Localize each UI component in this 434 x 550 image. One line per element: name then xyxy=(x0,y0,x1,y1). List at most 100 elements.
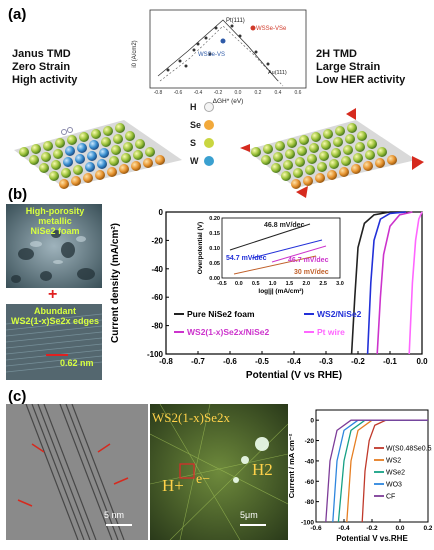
svg-text:-0.4: -0.4 xyxy=(194,90,203,96)
y-tick-label: 0 xyxy=(310,418,314,425)
tem-scale-label: 5 nm xyxy=(104,510,125,520)
tafel-y-label: Overpotential (V) xyxy=(197,222,204,274)
y-tick-label: 0 xyxy=(159,208,164,217)
volcano-ylabel: i0 (A/cm2) xyxy=(132,40,138,67)
panel-b-label: (b) xyxy=(8,186,28,203)
tafel-line xyxy=(233,255,317,275)
x-tick-label: -0.7 xyxy=(191,357,205,366)
legend-entry: WSe2 xyxy=(386,470,405,477)
svg-text:0.0: 0.0 xyxy=(235,90,242,96)
svg-text:-0.2: -0.2 xyxy=(214,90,223,96)
y-axis-label: Current / mA cm⁻² xyxy=(288,433,296,498)
x-axis-label: Potential V vs.RHE xyxy=(336,534,408,543)
y-tick-label: -40 xyxy=(151,265,163,274)
nise2-foam-text: High-porosity metallic NiSe2 foam xyxy=(25,206,85,236)
volcano-xlabel: ΔGH* (eV) xyxy=(213,98,244,105)
series-line xyxy=(376,211,413,355)
tafel-x-tick-label: 1.0 xyxy=(269,281,277,287)
x-tick-label: 0.2 xyxy=(423,525,432,532)
nanotube-tem-image xyxy=(6,404,148,540)
y-tick-label: -100 xyxy=(147,350,164,359)
y-tick-label: -60 xyxy=(305,479,315,486)
tafel-x-tick-label: 2.5 xyxy=(319,281,327,287)
y-tick-label: -60 xyxy=(151,293,163,302)
e-minus-label: e− xyxy=(196,472,211,487)
polarization-chart-b: -0.8 -0.7 -0.6 -0.5 -0.4 -0.3 -0.2 -0.1 0.00-20-… xyxy=(110,208,428,381)
sem-electrode-image xyxy=(150,404,288,540)
2h-lattice xyxy=(240,108,424,198)
series-line xyxy=(366,211,407,355)
x-tick-label: -0.4 xyxy=(287,357,301,366)
tafel-x-tick-label: 1.5 xyxy=(286,281,294,287)
x-tick-label: -0.8 xyxy=(159,357,173,366)
tafel-annotation: 30 mV/dec xyxy=(294,269,329,276)
x-tick-label: -0.6 xyxy=(223,357,237,366)
pt-label: Pt(111) xyxy=(226,18,245,24)
legend-entry: Pure NiSe2 foam xyxy=(187,309,255,319)
tafel-x-tick-label: 2.0 xyxy=(302,281,310,287)
x-tick-label: -0.3 xyxy=(319,357,333,366)
tafel-annotation: 46.7 mV/dec xyxy=(288,257,329,264)
tafel-y-tick-label: 0.15 xyxy=(209,231,220,237)
svg-text:0.6: 0.6 xyxy=(295,90,302,96)
janus-lattice xyxy=(14,120,182,189)
y-tick-label: -100 xyxy=(301,520,314,527)
y-tick-label: -40 xyxy=(305,458,315,465)
y-tick-label: -80 xyxy=(305,499,315,506)
legend-entry: W(S0.48Se0.52)2 xyxy=(386,446,432,453)
svg-text:0.2: 0.2 xyxy=(255,90,262,96)
h-plus-label: H+ xyxy=(162,476,184,495)
x-tick-label: 0.0 xyxy=(395,525,404,532)
y-tick-label: -20 xyxy=(305,438,315,445)
x-tick-label: 0.0 xyxy=(416,357,428,366)
y-tick-label: -80 xyxy=(151,322,163,331)
x-tick-label: -0.4 xyxy=(338,525,350,532)
legend-entry: WS2(1-x)Se2x/NiSe2 xyxy=(187,327,269,337)
legend-entry: WS2 xyxy=(386,458,401,465)
plot-frame xyxy=(315,409,429,523)
nise2-foam-sem-image xyxy=(6,204,102,288)
panel-c-label: (c) xyxy=(8,388,27,405)
panel-a-label: (a) xyxy=(8,6,27,23)
svg-text:0.4: 0.4 xyxy=(275,90,282,96)
2h-text: 2H TMD Large Strain Low HER activity xyxy=(316,48,406,86)
sem-scale-label: 5μm xyxy=(240,510,258,520)
tafel-x-tick-label: -0.5 xyxy=(217,281,226,287)
tafel-line xyxy=(229,223,311,251)
sem-title: WS2(1-x)Se2x xyxy=(152,410,230,425)
tafel-x-label: log|j| (mA/cm²) xyxy=(258,288,303,295)
wsse-vse-label: WSSe-VSe xyxy=(256,26,287,32)
tafel-y-tick-label: 0.10 xyxy=(209,246,220,252)
tafel-x-tick-label: 0.0 xyxy=(235,281,243,287)
tafel-y-tick-label: 0.20 xyxy=(209,216,220,222)
svg-text:-0.8: -0.8 xyxy=(154,90,163,96)
strain-arrow-right xyxy=(412,156,424,170)
legend-entry: WS2/NiSe2 xyxy=(317,309,362,319)
y-axis-label: Current density (mA/cm²) xyxy=(110,223,121,343)
tafel-line xyxy=(251,239,323,259)
tafel-x-tick-label: 3.0 xyxy=(336,281,344,287)
strain-arrow-left xyxy=(240,144,250,152)
au-label: Au(111) xyxy=(268,70,287,76)
svg-text:-0.6: -0.6 xyxy=(174,90,183,96)
x-tick-label: -0.2 xyxy=(351,357,365,366)
tafel-line xyxy=(271,245,327,263)
wsse-vs-label: WSSe-VS xyxy=(198,52,225,58)
edges-tem-image xyxy=(6,304,102,380)
strain-arrow-bottom xyxy=(296,186,308,198)
edges-scale: 0.62 nm xyxy=(60,358,94,368)
series-line xyxy=(325,419,428,523)
series-line xyxy=(350,211,406,355)
legend-entry: CF xyxy=(386,494,395,501)
tafel-y-tick-label: 0.05 xyxy=(209,261,220,267)
plus-sign: + xyxy=(48,286,58,303)
atom-legend: H Se S W xyxy=(190,102,220,182)
x-tick-label: -0.6 xyxy=(310,525,322,532)
x-tick-label: -0.5 xyxy=(255,357,269,366)
tafel-y-tick-label: 0.00 xyxy=(209,276,220,282)
x-tick-label: -0.2 xyxy=(366,525,378,532)
legend-entry: WO3 xyxy=(386,482,402,489)
edges-text: Abundant WS2(1-x)Se2x edges xyxy=(10,306,100,326)
legend-entry: Pt wire xyxy=(317,327,345,337)
janus-text: Janus TMD Zero Strain High activity xyxy=(12,48,78,86)
